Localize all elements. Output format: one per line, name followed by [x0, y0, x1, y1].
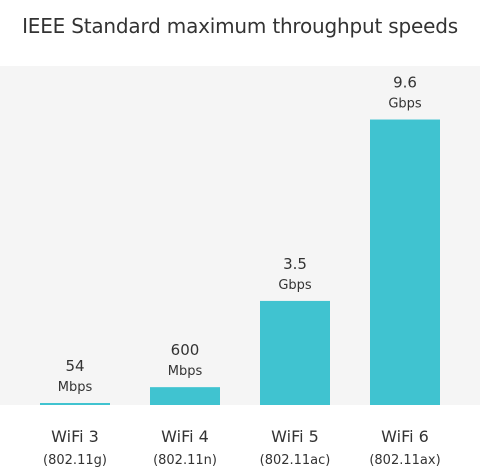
value-label-number-2: 600 — [171, 341, 200, 359]
value-label-number-3: 3.5 — [283, 255, 307, 273]
bar-1 — [40, 403, 110, 405]
category-standard-1: (802.11g) — [43, 453, 107, 468]
bar-2 — [150, 387, 220, 405]
category-standard-3: (802.11ac) — [260, 453, 331, 468]
value-label-unit-2: Mbps — [168, 364, 203, 379]
bar-3 — [260, 300, 330, 405]
value-label-unit-4: Gbps — [388, 97, 422, 112]
value-label-unit-3: Gbps — [278, 278, 312, 293]
category-label-2: WiFi 4 — [161, 427, 209, 446]
category-label-1: WiFi 3 — [51, 427, 99, 446]
category-standard-4: (802.11ax) — [369, 453, 440, 468]
chart-title: IEEE Standard maximum throughput speeds — [22, 14, 458, 38]
value-label-number-1: 54 — [65, 357, 84, 375]
category-label-3: WiFi 5 — [271, 427, 319, 446]
category-standard-2: (802.11n) — [153, 453, 217, 468]
bar-4 — [370, 119, 440, 406]
value-label-number-4: 9.6 — [393, 74, 417, 92]
value-label-unit-1: Mbps — [58, 380, 93, 395]
category-label-4: WiFi 6 — [381, 427, 429, 446]
